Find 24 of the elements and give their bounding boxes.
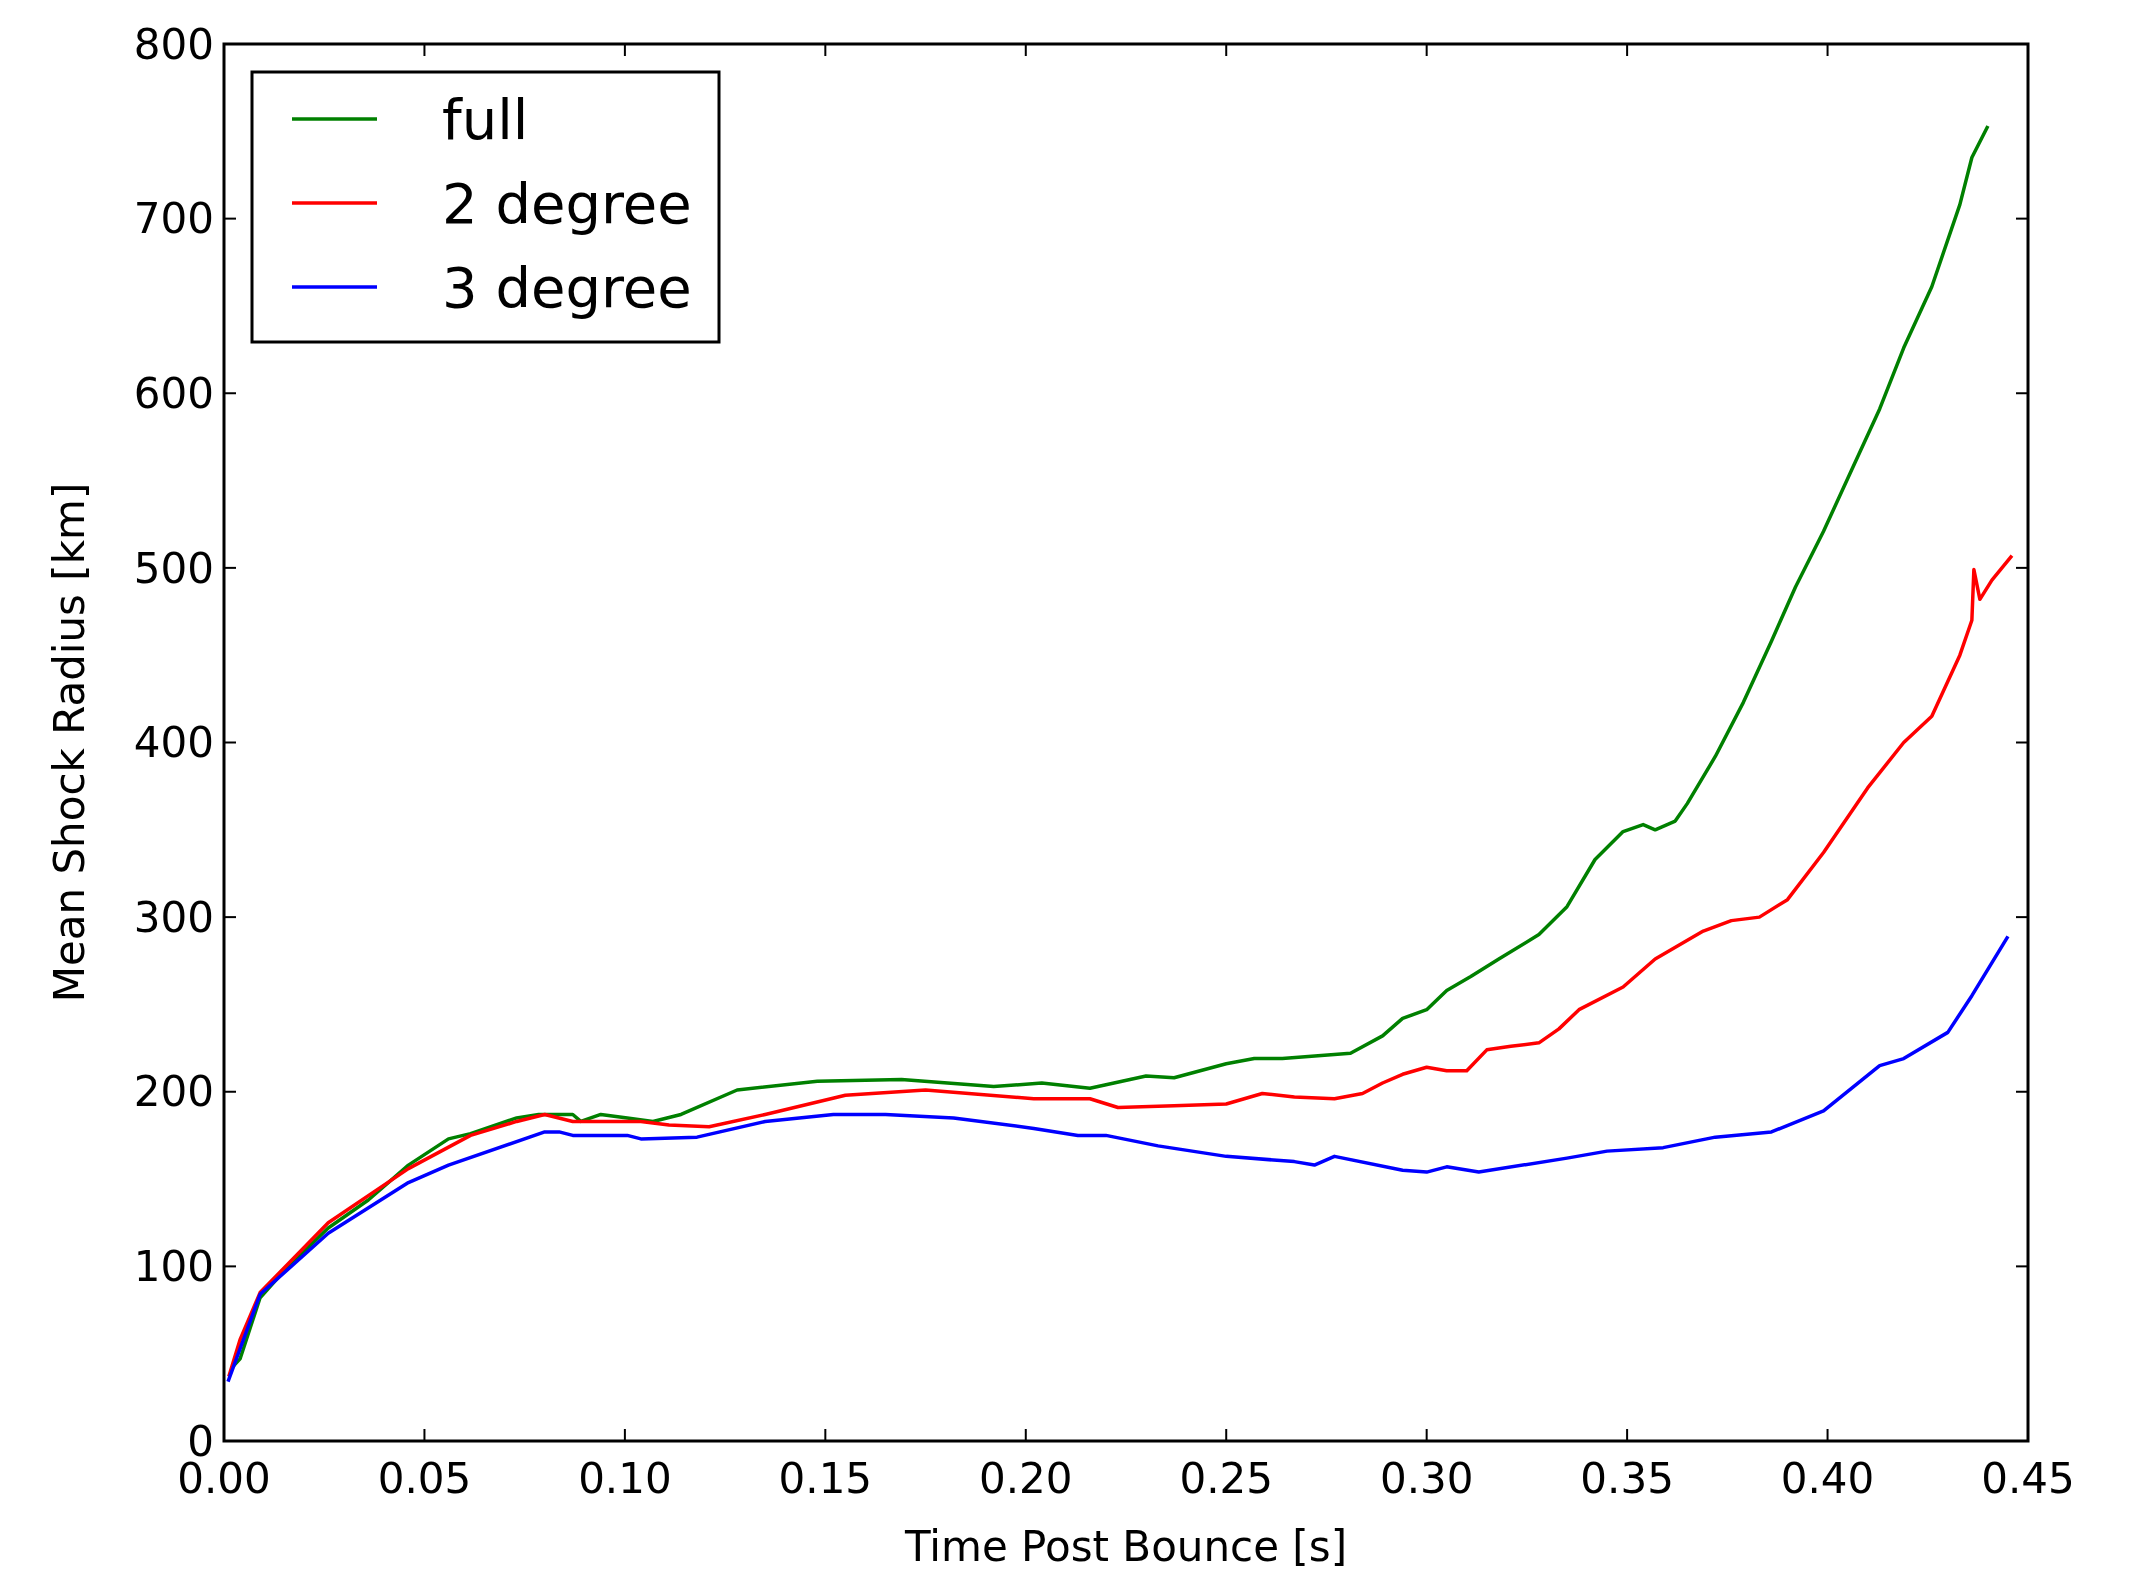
y-axis-title: Mean Shock Radius [km]: [45, 482, 94, 1003]
x-axis-title: Time Post Bounce [s]: [903, 1522, 1348, 1571]
y-tick-label: 700: [133, 194, 214, 244]
legend-label: 2 degree: [442, 170, 692, 236]
x-tick-label: 0.30: [1379, 1454, 1474, 1503]
y-tick-label: 500: [133, 543, 214, 593]
x-tick-label: 0.20: [979, 1454, 1073, 1503]
y-tick-label: 300: [133, 892, 214, 942]
line-series: [227, 553, 2014, 1379]
x-tick-label: 0.10: [578, 1454, 672, 1503]
x-tick-label: 0.45: [1981, 1454, 2075, 1503]
y-tick-label: 400: [133, 718, 214, 768]
x-tick-label: 0.15: [778, 1454, 873, 1503]
y-tick-label: 100: [133, 1242, 214, 1292]
legend-label: 3 degree: [442, 254, 692, 320]
x-tick-label: 0.25: [1179, 1454, 1273, 1503]
y-tick-label: 200: [133, 1067, 214, 1117]
legend-label: full: [442, 86, 529, 152]
x-tick-label: 0.40: [1780, 1454, 1875, 1503]
x-tick-label: 0.35: [1580, 1454, 1674, 1503]
y-tick-label: 600: [133, 368, 214, 418]
x-tick-label: 0.05: [377, 1454, 472, 1503]
y-tick-label: 800: [133, 19, 214, 69]
line-series: [226, 934, 2010, 1384]
